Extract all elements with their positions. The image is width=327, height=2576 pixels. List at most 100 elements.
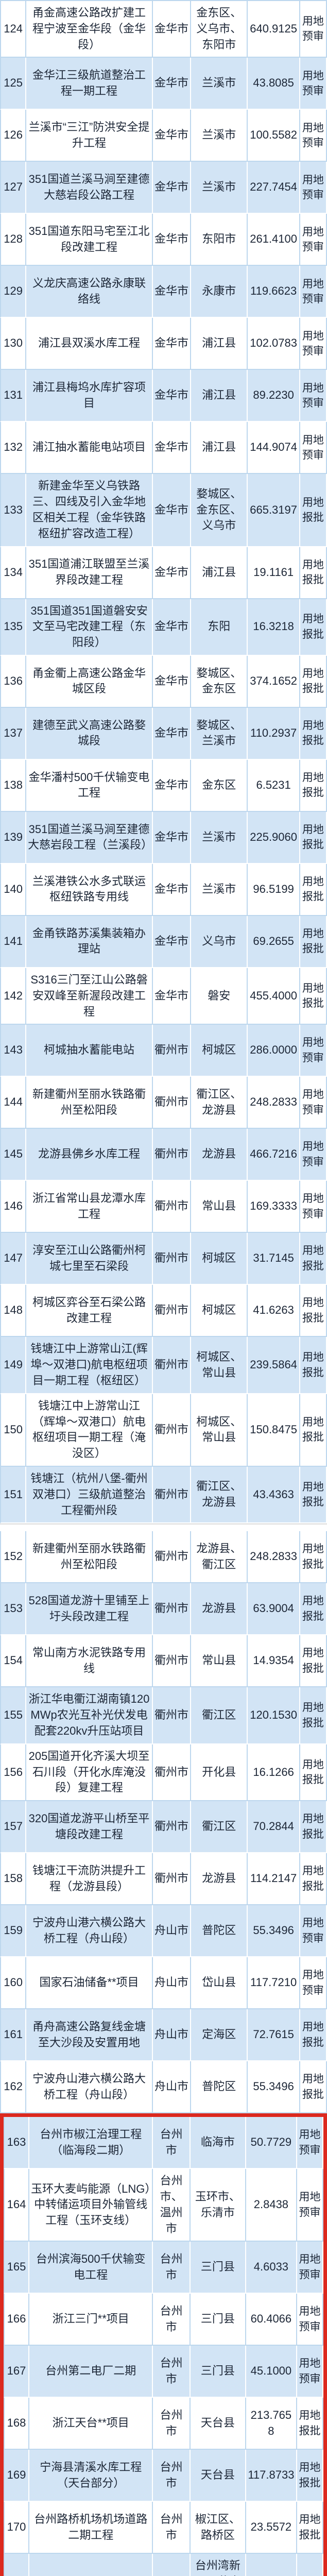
cell-area: 466.7216 xyxy=(248,1129,300,1181)
cell-index: 127 xyxy=(0,162,27,214)
cell-city: 衢州市 xyxy=(152,1853,192,1906)
cell-county: 龙游县、衢江区 xyxy=(191,1531,248,1584)
table-row: 134 351国道浦江联盟至兰溪界段改建工程 金华市 浦江县 19.1161 用地报批 xyxy=(0,547,327,599)
cell-area: 119.6623 xyxy=(248,266,300,318)
cell-city: 衢州市 xyxy=(152,1744,192,1802)
cell-city: 台州市 xyxy=(153,2242,191,2294)
cell-area: 286.0000 xyxy=(248,1025,300,1077)
cell-area: 50.7729 xyxy=(246,2117,297,2170)
cell-county: 衢江区、龙游县 xyxy=(191,1077,248,1129)
table-row: 124 甬金高速公路改扩建工程宁波至金华段（金华段） 金华市 金东区、义乌市、东阳市 6… xyxy=(0,1,327,58)
cell-project-name: 浦江县梅坞水库扩容项目 xyxy=(26,370,153,422)
cell-area: 117.7210 xyxy=(248,1957,300,2010)
cell-index: 144 xyxy=(0,1077,27,1129)
cell-project-name: 台州滨海500千伏输变电工程 xyxy=(29,2242,153,2294)
cell-county: 普陀区 xyxy=(191,2061,248,2114)
cell-project-name: 351国道兰溪马涧至建德大慈岩段工程（兰溪段） xyxy=(26,811,153,864)
cell-project-name: 台州市椒江治理工程（临海段二期） xyxy=(29,2117,153,2170)
table-row: 147 淳安至江山公路衢州柯城七里至石梁段 衢州市 柯城区 31.7145 用地报批 xyxy=(0,1233,327,1285)
cell-county: 定海区 xyxy=(191,2009,248,2062)
cell-status: 用地预审 xyxy=(300,1077,327,1129)
cell-city: 衢州市 xyxy=(152,1233,192,1285)
cell-index: 153 xyxy=(0,1583,27,1636)
cell-project-name: 351国道东阳马宅至江北段改建工程 xyxy=(26,214,153,266)
cell-area: 117.8733 xyxy=(246,2450,297,2502)
cell-status: 用地报批 xyxy=(300,655,327,708)
table-row: 145 龙游县佛乡水库工程 衢州市 龙游县 466.7216 用地预审 xyxy=(0,1129,327,1181)
cell-project-name: 柯城区弈谷至石梁公路改建工程 xyxy=(26,1285,153,1337)
cell-area: 665.3197 xyxy=(248,474,300,547)
cell-county: 常山县 xyxy=(191,1181,248,1233)
cell-county: 金东区、义乌市、东阳市 xyxy=(191,1,248,58)
cell-city: 台州市 xyxy=(153,2502,191,2554)
cell-city: 舟山市 xyxy=(152,2009,192,2062)
cell-city: 金华市 xyxy=(152,863,192,916)
cell-area: 225.9060 xyxy=(248,811,300,864)
cell-index: 161 xyxy=(0,2009,27,2062)
cell-project-name: 宁波舟山港六横公路大桥工程（舟山段） xyxy=(26,1905,153,1958)
cell-county: 衢江区、龙游县 xyxy=(191,1466,248,1524)
cell-county: 磐安 xyxy=(191,968,248,1025)
cell-county: 金东区 xyxy=(191,759,248,812)
cell-county: 柯城区、常山县 xyxy=(191,1337,248,1394)
cell-index: 130 xyxy=(0,318,27,370)
cell-index: 140 xyxy=(0,863,27,916)
cell-status: 用地报批 xyxy=(300,707,327,760)
table-row: 159 宁波舟山港六横公路大桥工程（舟山段） 舟山市 普陀区 55.3496 用地预审 xyxy=(0,1905,327,1958)
cell-project-name: 新建衢州至丽水铁路衢州至松阳段 xyxy=(26,1077,153,1129)
cell-index: 137 xyxy=(0,707,27,760)
cell-status: 用地预审 xyxy=(300,370,327,422)
cell-area: 23.5572 xyxy=(246,2502,297,2554)
cell-index: 139 xyxy=(0,811,27,864)
cell-project-name: 国家石油储备**项目 xyxy=(26,1957,153,2010)
table-row: 137 建德至武义高速公路婺城段 金华市 婺城区、兰溪市 110.2937 用地报批 xyxy=(0,707,327,760)
cell-project-name: 台州路桥机场机场道路二期工程 xyxy=(29,2502,153,2554)
cell-project-name: 金甬铁路苏溪集装箱办理站 xyxy=(26,916,153,968)
cell-county: 东阳市 xyxy=(191,214,248,266)
cell-project-name: 金华江三级航道整治工程一期工程 xyxy=(26,58,153,110)
cell-county: 天台县 xyxy=(190,2450,246,2502)
cell-index: 146 xyxy=(0,1181,27,1233)
table-row: 163 台州市椒江治理工程（临海段二期） 台州市 临海市 50.7729 用地预审 xyxy=(4,2117,323,2170)
cell-city: 金华市 xyxy=(152,599,192,656)
cell-area: 374.1652 xyxy=(248,655,300,708)
cell-status: 用地报批 xyxy=(297,2450,323,2502)
cell-project-name: 宁海县清溪水库工程（天台部分） xyxy=(29,2450,153,2502)
cell-city: 金华市 xyxy=(152,707,192,760)
cell-status: 用地报批 xyxy=(300,1233,327,1285)
cell-city: 金华市 xyxy=(152,547,192,599)
cell-county: 龙游县 xyxy=(191,1129,248,1181)
cell-area: 248.2833 xyxy=(248,1531,300,1584)
cell-project-name: 兰溪港铁公水多式联运枢纽铁路专用线 xyxy=(26,863,153,916)
cell-area: 43.8085 xyxy=(248,58,300,110)
cell-project-name: 柯城抽水蓄能电站 xyxy=(26,1025,153,1077)
cell-status: 用地报批 xyxy=(300,1687,327,1744)
cell-index: 167 xyxy=(4,2346,30,2398)
cell-county: 椒江区、路桥区 xyxy=(190,2502,246,2554)
cell-area: 41.6263 xyxy=(248,1285,300,1337)
cell-area: 45.1000 xyxy=(246,2346,297,2398)
cell-status: 用地报批 xyxy=(300,599,327,656)
cell-county: 浦江县 xyxy=(191,318,248,370)
cell-project-name: 钱塘江干流防洪提升工程（龙游县段） xyxy=(26,1853,153,1906)
cell-project-name: 龙游县佛乡水库工程 xyxy=(26,1129,153,1181)
table-row: 170 台州路桥机场机场道路二期工程 台州市 椒江区、路桥区 23.5572 用地报批 xyxy=(4,2502,323,2554)
cell-project-name: 浙江三门**项目 xyxy=(29,2294,153,2346)
table-row: 143 柯城抽水蓄能电站 衢州市 柯城区 286.0000 用地预审 xyxy=(0,1025,327,1077)
cell-area: 55.3496 xyxy=(248,2061,300,2114)
cell-area: 2.8438 xyxy=(246,2169,297,2242)
cell-area: 110.2937 xyxy=(248,707,300,760)
cell-status: 用地预审 xyxy=(300,1129,327,1181)
cell-status: 用地报批 xyxy=(297,2502,323,2554)
cell-area: 55.3496 xyxy=(248,1905,300,1958)
cell-city: 金华市 xyxy=(152,266,192,318)
cell-county: 台州湾新区、黄岩区、椒江区、临海市 xyxy=(191,2554,246,2576)
cell-index: 156 xyxy=(0,1744,27,1802)
cell-project-name: S316三门至江山公路磐安双峰至新渥段改建工程 xyxy=(26,968,153,1025)
cell-project-name: 义龙庆高速公路永康联络线 xyxy=(26,266,153,318)
cell-index: 150 xyxy=(0,1394,27,1467)
cell-area: 70.2844 xyxy=(248,1801,300,1854)
table-row: 171台州市域铁路S2线一期工程台州市台州湾新区、黄岩区、椒江区、临海市119.… xyxy=(4,2554,323,2576)
cell-area: 31.7145 xyxy=(248,1233,300,1285)
